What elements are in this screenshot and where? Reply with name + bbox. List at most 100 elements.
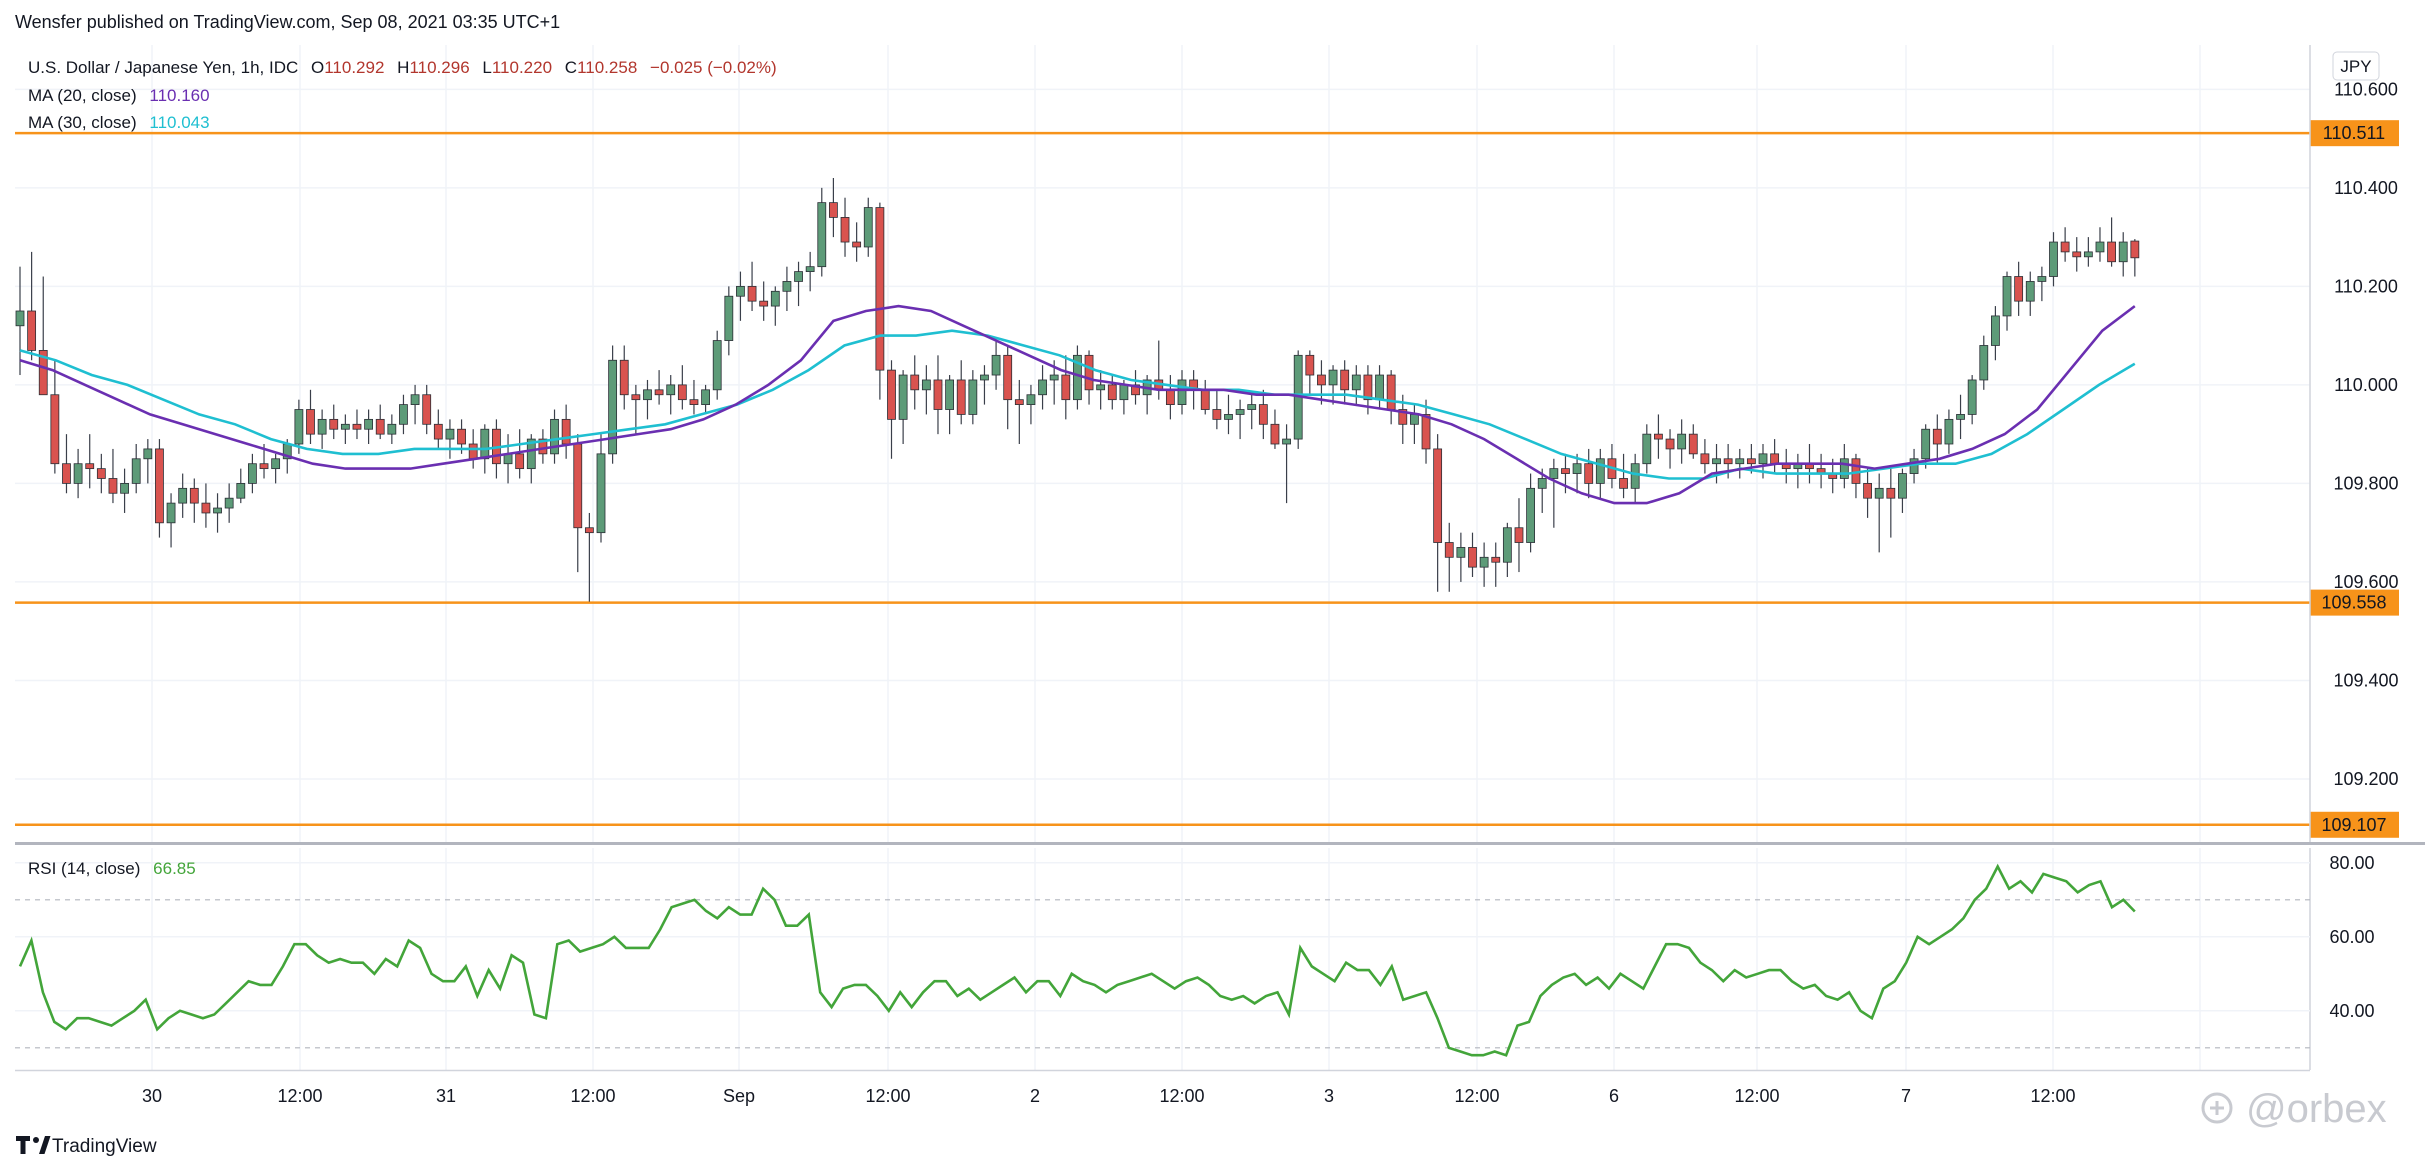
candle[interactable]	[1944, 409, 1954, 454]
candle[interactable]	[1595, 448, 1605, 499]
candle[interactable]	[1247, 394, 1257, 430]
candle[interactable]	[1165, 375, 1175, 420]
candle[interactable]	[1235, 399, 1245, 440]
candle[interactable]	[840, 197, 850, 257]
candle[interactable]	[1270, 409, 1280, 449]
candle[interactable]	[2060, 227, 2070, 262]
candle[interactable]	[247, 453, 257, 494]
candle[interactable]	[189, 478, 199, 523]
candle[interactable]	[712, 330, 722, 400]
candle[interactable]	[736, 271, 745, 321]
candle[interactable]	[852, 222, 862, 262]
candle[interactable]	[1979, 335, 1989, 390]
candle[interactable]	[445, 419, 455, 459]
candle[interactable]	[1863, 468, 1872, 518]
candle[interactable]	[1886, 468, 1896, 538]
candle[interactable]	[2107, 217, 2117, 267]
candle[interactable]	[898, 370, 908, 444]
candle[interactable]	[1026, 384, 1036, 425]
candle[interactable]	[503, 434, 513, 484]
candle[interactable]	[1386, 370, 1396, 425]
candle[interactable]	[1317, 360, 1326, 405]
candle[interactable]	[2049, 232, 2058, 287]
candle[interactable]	[364, 409, 374, 444]
candle[interactable]	[689, 379, 699, 415]
candle[interactable]	[1003, 345, 1013, 430]
candle[interactable]	[1584, 448, 1594, 499]
rsi-line-path[interactable]	[18, 863, 2136, 1057]
candle[interactable]	[1479, 542, 1489, 587]
candle[interactable]	[2072, 237, 2082, 272]
candle[interactable]	[2037, 266, 2047, 302]
candle[interactable]	[666, 375, 676, 415]
candle[interactable]	[1630, 453, 1640, 504]
candle[interactable]	[759, 281, 769, 321]
candle[interactable]	[1073, 345, 1082, 410]
candle[interactable]	[829, 178, 838, 238]
candle[interactable]	[805, 251, 815, 292]
candle[interactable]	[96, 453, 106, 494]
candle[interactable]	[1700, 439, 1710, 474]
candle[interactable]	[73, 448, 83, 499]
candle[interactable]	[131, 444, 141, 494]
candle[interactable]	[1177, 370, 1187, 415]
candle[interactable]	[38, 276, 48, 396]
candle[interactable]	[178, 473, 188, 518]
candle[interactable]	[1421, 399, 1431, 464]
candle[interactable]	[1410, 404, 1419, 444]
candle[interactable]	[794, 261, 803, 307]
candle[interactable]	[143, 439, 153, 484]
candle[interactable]	[608, 345, 618, 464]
candle[interactable]	[933, 355, 943, 435]
candle[interactable]	[573, 434, 583, 573]
candle[interactable]	[1956, 394, 1965, 440]
candle[interactable]	[561, 404, 571, 459]
candle[interactable]	[1839, 444, 1849, 489]
candle[interactable]	[515, 429, 525, 479]
candle[interactable]	[27, 251, 37, 361]
candle[interactable]	[2083, 237, 2093, 267]
currency-badge-box[interactable]	[2332, 51, 2380, 81]
candle[interactable]	[550, 409, 559, 464]
candle[interactable]	[1654, 414, 1663, 459]
candle[interactable]	[1967, 375, 1977, 425]
candle[interactable]	[1932, 414, 1942, 464]
level-badge[interactable]	[2310, 120, 2399, 147]
candle[interactable]	[1212, 389, 1222, 430]
candle[interactable]	[887, 360, 896, 459]
candle[interactable]	[213, 493, 222, 533]
candle[interactable]	[399, 394, 408, 435]
candle[interactable]	[863, 197, 873, 257]
candle[interactable]	[1526, 473, 1535, 553]
candle[interactable]	[875, 202, 885, 400]
candle[interactable]	[306, 389, 315, 444]
candle[interactable]	[921, 365, 931, 415]
candle[interactable]	[945, 375, 954, 435]
candle[interactable]	[433, 409, 443, 449]
candle[interactable]	[980, 365, 989, 405]
candle[interactable]	[236, 468, 246, 504]
candle[interactable]	[1491, 542, 1501, 587]
candle[interactable]	[1514, 498, 1524, 573]
candle[interactable]	[1688, 424, 1698, 459]
candle[interactable]	[631, 384, 641, 435]
candle[interactable]	[1770, 439, 1780, 474]
candle[interactable]	[1258, 389, 1268, 440]
candle[interactable]	[62, 434, 71, 494]
candle[interactable]	[747, 261, 757, 311]
candle[interactable]	[1874, 473, 1884, 553]
time-axis[interactable]: 30 12:00 31 12:00 Sep 12:00 2 12:00 3 12:00 6 12:00…	[142, 1086, 2076, 1106]
candle[interactable]	[108, 448, 118, 504]
candle[interactable]	[596, 434, 606, 543]
candle[interactable]	[422, 384, 432, 435]
candle[interactable]	[1444, 522, 1454, 592]
candle[interactable]	[329, 404, 339, 440]
candle[interactable]	[1096, 370, 1106, 410]
candle[interactable]	[584, 512, 594, 602]
candle[interactable]	[1781, 448, 1791, 484]
candle[interactable]	[1665, 429, 1675, 469]
candle[interactable]	[724, 286, 734, 356]
candle[interactable]	[1456, 532, 1466, 582]
candle[interactable]	[271, 453, 281, 484]
candle[interactable]	[956, 360, 966, 425]
